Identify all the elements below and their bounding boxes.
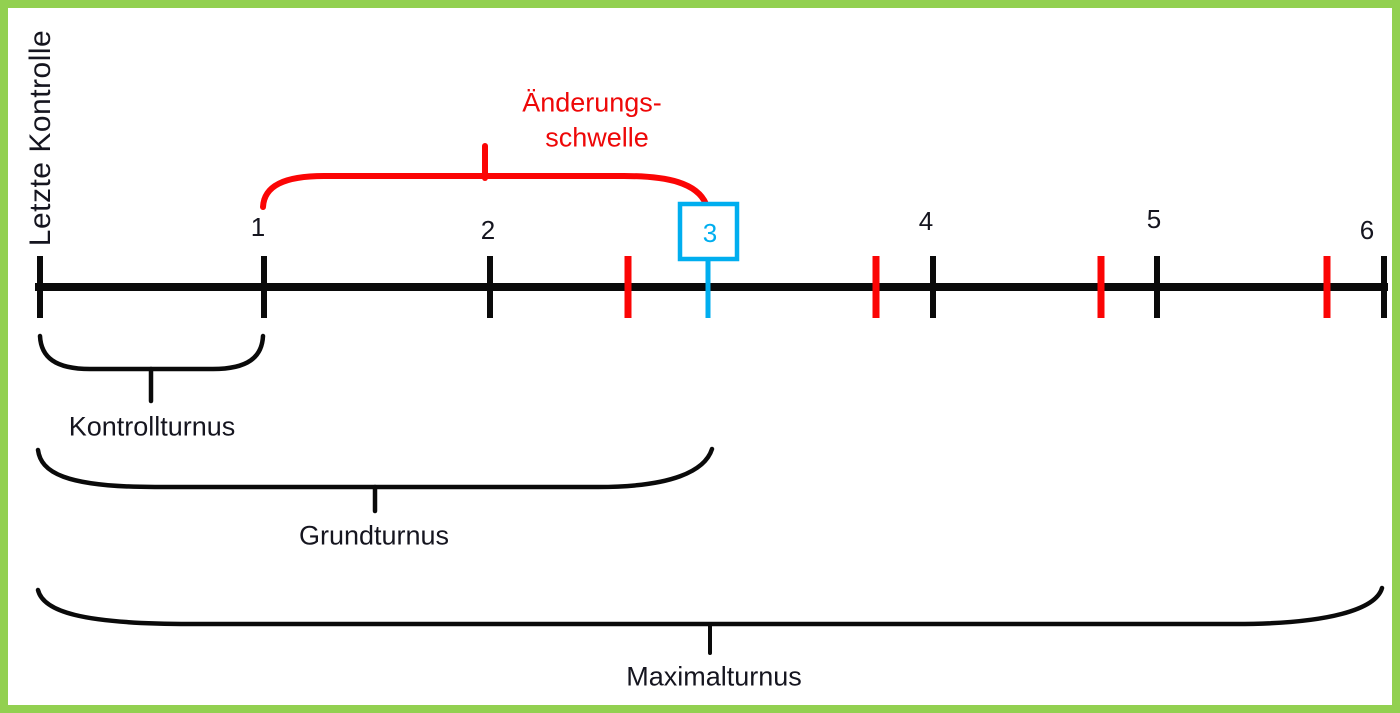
cyan-box-3 [677,201,740,262]
maximalturnus-brace [35,585,1385,627]
tick-label-6: 6 [1359,215,1375,245]
grundturnus-label: Grundturnus [298,520,450,551]
timeline-axis [35,256,1388,318]
bottom-braces [35,333,1385,655]
red-ticks [624,256,1331,318]
threshold-label-line2: schwelle [545,122,649,153]
threshold-label-line1: Änderungs- [522,87,662,118]
tick-label-2: 2 [480,215,496,245]
tick-label-4: 4 [918,206,934,236]
tick-label-1: 1 [250,212,266,242]
maximalturnus-label: Maximalturnus [626,661,802,692]
tick-label-5: 5 [1146,204,1162,234]
tick-label-3: 3 [702,218,718,248]
kontrollturnus-label: Kontrollturnus [68,411,236,442]
highlight-tick-3 [677,201,740,318]
grundturnus-brace [35,446,715,490]
threshold-brace [260,143,709,210]
kontrollturnus-brace [37,333,266,372]
threshold-brace-curve [260,173,709,210]
last-inspection-label: Letzte Kontrolle [24,29,57,247]
